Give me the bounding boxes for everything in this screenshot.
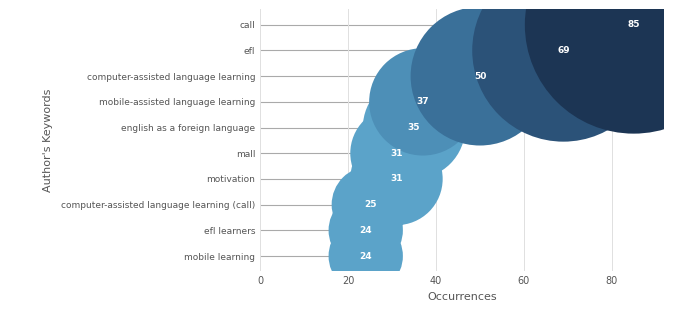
X-axis label: Occurrences: Occurrences [427,292,497,302]
Point [360,228,371,233]
Text: 31: 31 [390,174,403,183]
Point [391,151,402,156]
Text: 85: 85 [627,20,640,29]
Y-axis label: Author's Keywords: Author's Keywords [43,89,53,192]
Text: 24: 24 [360,251,372,261]
Point [391,177,402,182]
Text: 37: 37 [416,97,429,106]
Point [475,74,486,79]
Point [360,254,371,259]
Point [364,202,375,207]
Text: 35: 35 [408,123,421,132]
Point [628,22,639,27]
Text: 24: 24 [360,226,372,235]
Point [408,125,419,130]
Text: 31: 31 [390,149,403,158]
Text: 50: 50 [474,72,486,81]
Point [417,99,428,104]
Point [558,48,569,53]
Text: 25: 25 [364,200,376,209]
Text: 69: 69 [557,46,570,55]
